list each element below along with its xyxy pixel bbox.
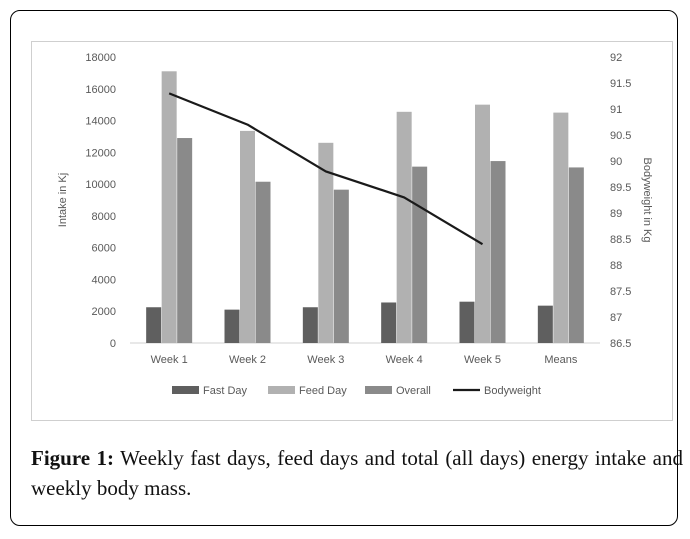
- legend-swatch-fast-day: [172, 386, 199, 394]
- figure-caption: Figure 1: Weekly fast days, feed days an…: [31, 443, 683, 503]
- bar-feed-day: [396, 111, 412, 343]
- y2-axis-label: Bodyweight in Kg: [641, 158, 653, 243]
- y2-tick-label: 86.5: [610, 338, 631, 350]
- legend-label-overall: Overall: [396, 385, 431, 397]
- bar-overall: [255, 181, 271, 343]
- bar-feed-day: [553, 112, 569, 343]
- x-tick-label: Means: [544, 354, 578, 366]
- y2-tick-label: 89.5: [610, 182, 631, 194]
- y-tick-label: 16000: [85, 84, 116, 96]
- bar-fast-day: [302, 307, 318, 343]
- y-tick-label: 10000: [85, 179, 116, 191]
- line-bodyweight: [168, 92, 484, 246]
- y2-tick-label: 89: [610, 208, 622, 220]
- bar-feed-day: [240, 130, 255, 343]
- y-tick-label: 14000: [85, 116, 116, 128]
- y-tick-label: 6000: [92, 243, 116, 255]
- combo-chart: 0 2000 4000 6000 8000 10000 12000 14000 16000 180…: [57, 52, 653, 397]
- legend-label-bodyweight: Bodyweight: [484, 385, 541, 397]
- y2-tick-label: 88.5: [610, 234, 631, 246]
- y-tick-label: 18000: [85, 52, 116, 64]
- y-tick-label: 4000: [92, 274, 116, 286]
- bar-overall: [490, 161, 506, 343]
- bar-fast-day: [224, 309, 240, 343]
- y2-tick-label: 87: [610, 312, 622, 324]
- legend-label-feed-day: Feed Day: [299, 385, 347, 397]
- bar-fast-day: [459, 301, 475, 343]
- bar-overall: [177, 138, 193, 343]
- y2-tick-label: 90.5: [610, 130, 631, 142]
- caption-text: Weekly fast days, feed days and total (a…: [31, 446, 684, 500]
- bar-feed-day: [318, 142, 334, 343]
- x-tick-label: Week 5: [464, 354, 501, 366]
- bar-fast-day: [146, 307, 162, 343]
- y2-tick-label: 90: [610, 156, 622, 168]
- y2-tick-label: 91.5: [610, 78, 631, 90]
- y2-tick-label: 92: [610, 52, 622, 64]
- y2-tick-label: 91: [610, 104, 622, 116]
- y-tick-label: 8000: [92, 211, 116, 223]
- y-tick-label: 12000: [85, 147, 116, 159]
- bar-fast-day: [537, 305, 553, 343]
- x-tick-label: Week 2: [229, 354, 266, 366]
- bar-fast-day: [381, 302, 397, 343]
- y-axis-label: Intake in Kj: [57, 173, 69, 227]
- bar-overall: [568, 167, 584, 343]
- legend-label-fast-day: Fast Day: [203, 385, 248, 397]
- y-tick-label: 0: [110, 338, 116, 350]
- figure-frame: 0 2000 4000 6000 8000 10000 12000 14000 16000 180…: [10, 10, 683, 526]
- x-tick-label: Week 3: [307, 354, 344, 366]
- legend-swatch-feed-day: [268, 386, 295, 394]
- bar-overall: [412, 166, 428, 343]
- bar-feed-day: [161, 71, 177, 344]
- bar-feed-day: [475, 104, 490, 343]
- y-tick-label: 2000: [92, 306, 116, 318]
- x-tick-label: Week 4: [386, 354, 423, 366]
- chart-area: 0 2000 4000 6000 8000 10000 12000 14000 16000 180…: [31, 41, 673, 421]
- y2-tick-label: 88: [610, 260, 622, 272]
- caption-label: Figure 1:: [31, 446, 115, 470]
- x-tick-label: Week 1: [151, 354, 188, 366]
- bar-overall: [333, 189, 349, 343]
- legend-swatch-overall: [365, 386, 392, 394]
- y2-tick-label: 87.5: [610, 286, 631, 298]
